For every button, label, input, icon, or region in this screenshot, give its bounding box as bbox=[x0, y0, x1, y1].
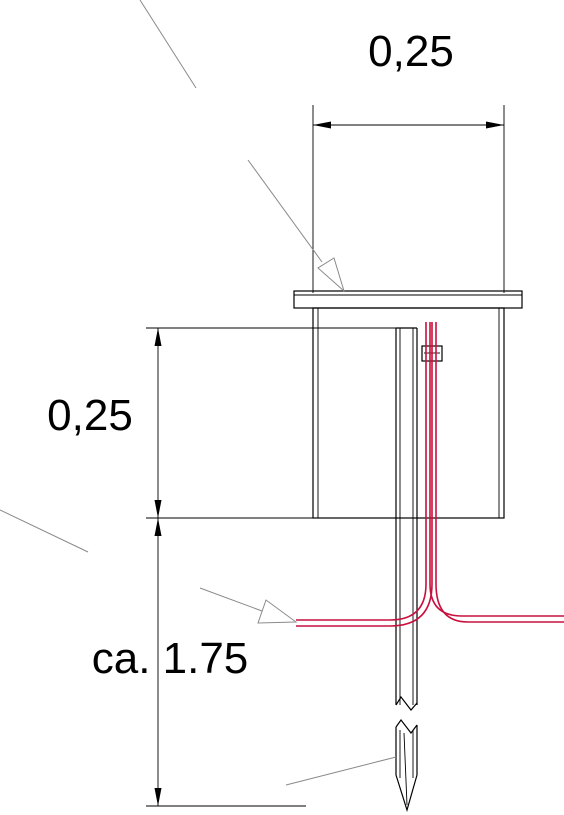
top-width-label: 0,25 bbox=[368, 27, 454, 76]
depth-dimension: 0,25 bbox=[47, 327, 396, 519]
lower-length-dimension: ca. 1.75 bbox=[92, 518, 306, 807]
lower-length-label: ca. 1.75 bbox=[92, 634, 249, 683]
leader-lines bbox=[0, 0, 397, 786]
top-width-dimension: 0,25 bbox=[312, 27, 505, 293]
wire bbox=[296, 322, 564, 627]
depth-label: 0,25 bbox=[47, 391, 133, 440]
cap bbox=[293, 290, 523, 309]
sleeve bbox=[312, 307, 505, 519]
rod bbox=[395, 327, 418, 813]
